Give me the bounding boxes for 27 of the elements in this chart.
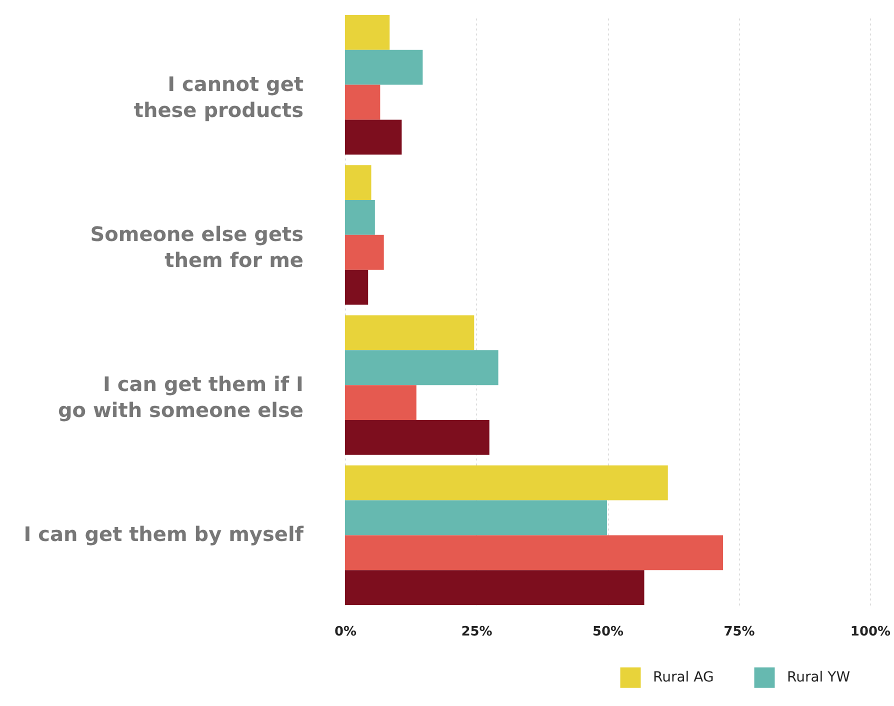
legend-label: Rural AG bbox=[653, 670, 714, 686]
bar bbox=[345, 465, 668, 500]
y-tick-label: I can get them by myself bbox=[24, 522, 304, 546]
bar bbox=[345, 120, 402, 155]
bar bbox=[345, 315, 474, 350]
bar bbox=[345, 15, 390, 50]
bar bbox=[345, 385, 416, 420]
x-tick-label: 25% bbox=[461, 624, 492, 640]
x-tick-label: 0% bbox=[334, 624, 357, 640]
y-tick-label: Someone else gets them for me bbox=[90, 222, 304, 272]
bar bbox=[345, 84, 380, 120]
bar bbox=[345, 200, 375, 235]
x-tick-label: 75% bbox=[724, 624, 755, 640]
bar bbox=[345, 270, 368, 305]
y-tick-label: I can get them if I go with someone else bbox=[58, 372, 304, 422]
bar bbox=[345, 50, 423, 85]
bar bbox=[345, 535, 723, 570]
bar bbox=[345, 570, 644, 605]
x-tick-label: 100% bbox=[850, 624, 891, 640]
y-tick-label: I cannot get these products bbox=[134, 72, 304, 122]
bar bbox=[345, 165, 372, 200]
bar bbox=[345, 420, 490, 455]
x-tick-label: 50% bbox=[592, 624, 624, 640]
bar bbox=[345, 350, 498, 386]
bar bbox=[345, 234, 384, 270]
bar bbox=[345, 500, 607, 536]
legend-label: Rural YW bbox=[787, 670, 850, 686]
